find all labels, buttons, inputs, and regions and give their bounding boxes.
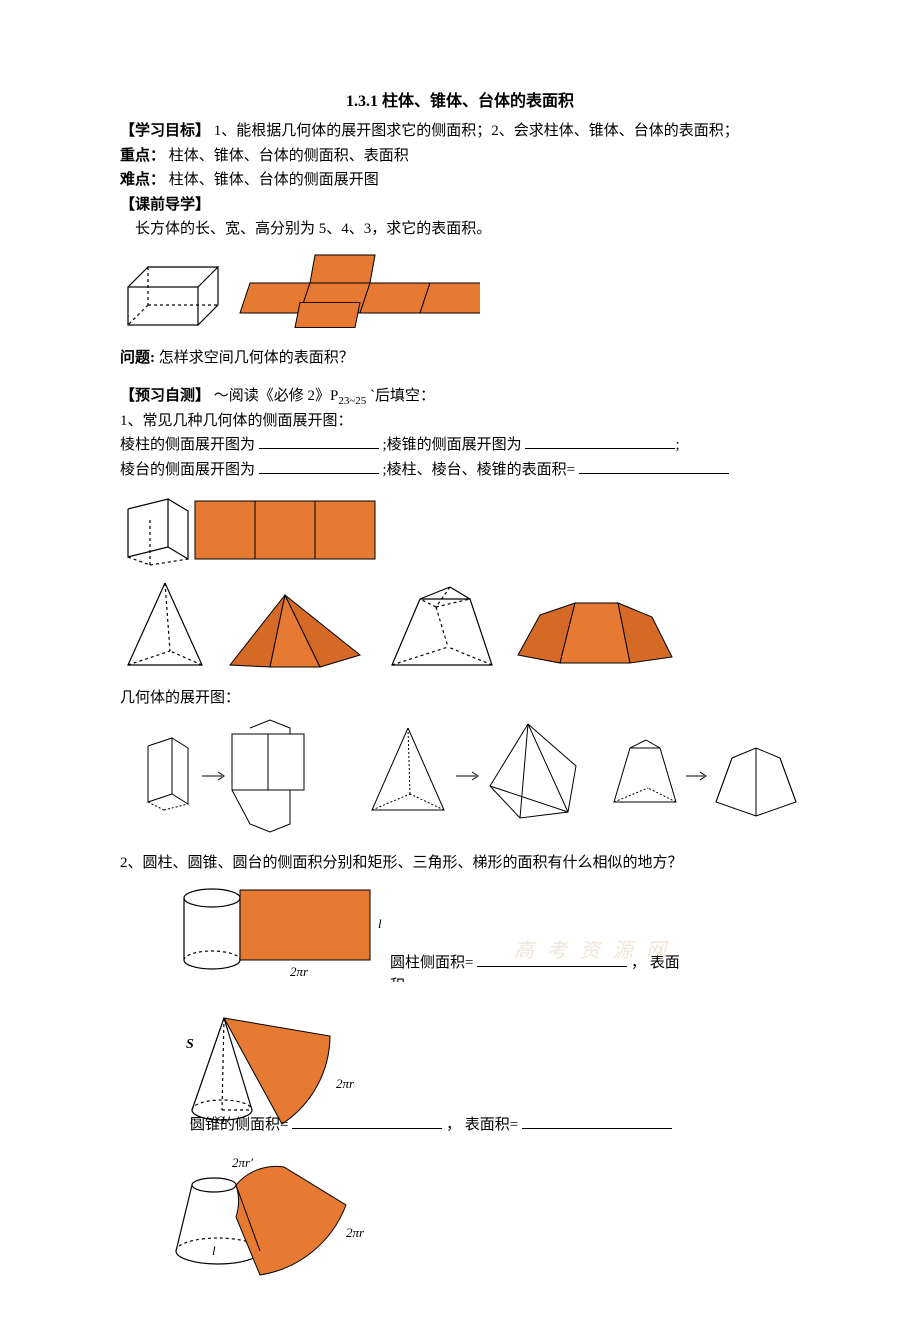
label-l: l bbox=[212, 1243, 216, 1258]
prism-net-figure bbox=[120, 487, 800, 567]
dev-caption: 几何体的展开图： bbox=[120, 687, 800, 710]
pre-prompt-text: 怎样求空间几何体的表面积？ bbox=[159, 350, 354, 366]
q1c: 棱台的侧面展开图为 bbox=[120, 462, 255, 478]
emphasis: 重点： 柱体、锥体、台体的侧面积、表面积 bbox=[120, 145, 800, 168]
blank bbox=[259, 434, 379, 449]
goal-label: 【学习目标】 bbox=[120, 123, 210, 139]
blank bbox=[477, 952, 627, 967]
label-2pir: 2πr bbox=[336, 1076, 355, 1091]
preview-text-a: ～阅读《必修 2》P bbox=[214, 388, 339, 404]
blank bbox=[292, 1114, 442, 1129]
preview-label: 【预习自测】 bbox=[120, 388, 210, 404]
blank bbox=[259, 459, 379, 474]
label-2pir-prime: 2πr′ bbox=[232, 1155, 253, 1170]
cone-dev: S l O r 2πr 圆锥的侧面积= ， 表面积= bbox=[120, 1000, 800, 1137]
emph-text: 柱体、锥体、台体的侧面积、表面积 bbox=[169, 148, 409, 164]
blank bbox=[522, 1114, 672, 1129]
sep: ， 表面积= bbox=[446, 1117, 518, 1133]
goal-text: 1、能根据几何体的展开图求它的侧面积；2、会求柱体、锥体、台体的表面积； bbox=[214, 123, 739, 139]
learning-goal: 【学习目标】 1、能根据几何体的展开图求它的侧面积；2、会求柱体、锥体、台体的表… bbox=[120, 120, 800, 143]
label-2pir: 2πr bbox=[346, 1225, 365, 1240]
q1-head: 1、常见几种几何体的侧面展开图： bbox=[120, 410, 800, 433]
label-l: l bbox=[198, 1070, 202, 1085]
q1d: ;棱柱、棱台、棱锥的表面积= bbox=[383, 462, 576, 478]
pre-label: 【课前导学】 bbox=[120, 197, 210, 213]
label-s: S bbox=[186, 1037, 194, 1052]
q1-line2: 棱台的侧面展开图为 ;棱柱、棱台、棱锥的表面积= bbox=[120, 459, 800, 482]
cuboid-net-figure bbox=[120, 247, 800, 337]
q1a: 棱柱的侧面展开图为 bbox=[120, 437, 255, 453]
label-2pir: 2πr bbox=[290, 964, 309, 979]
cylinder-dev: 高 考 资 源 网 l 2πr 圆柱侧面积= ， 表面积= bbox=[120, 880, 800, 990]
preview-pages: 23~25 bbox=[338, 395, 366, 407]
pre-class-heading: 【课前导学】 bbox=[120, 194, 800, 217]
q1b: ;棱锥的侧面展开图为 bbox=[383, 437, 522, 453]
preview-section: 【预习自测】 ～阅读《必修 2》P23~25 `后填空： bbox=[120, 385, 800, 410]
q1-line1: 棱柱的侧面展开图为 ;棱锥的侧面展开图为 ; bbox=[120, 434, 800, 457]
doc-title: 1.3.1 柱体、锥体、台体的表面积 bbox=[120, 90, 800, 114]
pyramid-frustum-nets bbox=[120, 577, 800, 677]
diff-label: 难点： bbox=[120, 172, 165, 188]
pre-prompt-label: 问题: bbox=[120, 350, 155, 366]
blank bbox=[579, 459, 729, 474]
preview-text-b: `后填空： bbox=[370, 388, 435, 404]
label-l: l bbox=[378, 916, 382, 931]
pre-class-question: 长方体的长、宽、高分别为 5、4、3，求它的表面积。 bbox=[120, 218, 800, 241]
blank bbox=[417, 975, 567, 983]
pre-prompt-line: 问题: 怎样求空间几何体的表面积？ bbox=[120, 347, 800, 370]
frustum-dev: 2πr′ 2πr l bbox=[120, 1147, 800, 1277]
emph-label: 重点： bbox=[120, 148, 165, 164]
cone-side-label: 圆锥的侧面积= bbox=[190, 1117, 288, 1133]
diff-text: 柱体、锥体、台体的侧面展开图 bbox=[169, 172, 379, 188]
cyl-side-label: 圆柱侧面积= bbox=[390, 955, 473, 971]
dev-three-sets bbox=[120, 716, 800, 836]
q2: 2、圆柱、圆锥、圆台的侧面积分别和矩形、三角形、梯形的面积有什么相似的地方？ bbox=[120, 852, 800, 875]
blank bbox=[525, 434, 675, 449]
difficulty: 难点： 柱体、锥体、台体的侧面展开图 bbox=[120, 169, 800, 192]
